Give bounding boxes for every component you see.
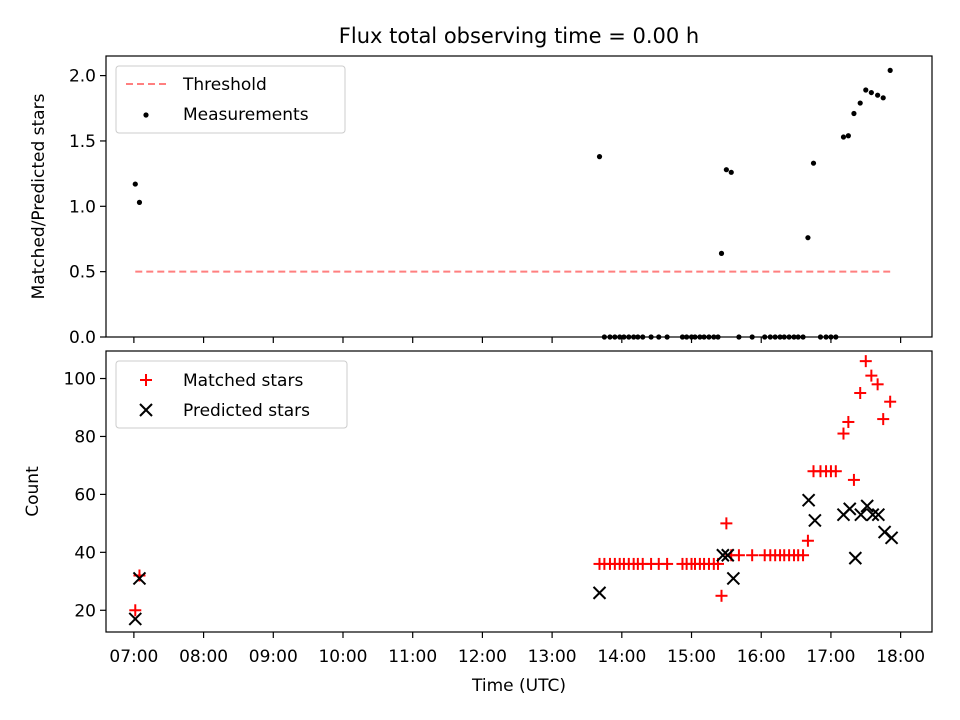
predicted-stars-layer (128, 493, 899, 626)
predicted-star-point (843, 502, 857, 516)
x-tick-label: 18:00 (876, 647, 925, 667)
predicted-star-point (808, 513, 822, 528)
bottom-y-tick-label: 60 (74, 485, 96, 505)
matched-star-point (871, 378, 884, 391)
x-tick-label: 09:00 (249, 647, 298, 667)
matched-star-point (865, 369, 878, 382)
top-chart-title: Flux total observing time = 0.00 h (339, 24, 699, 48)
matched-star-point (859, 355, 872, 368)
measurement-point (596, 154, 603, 160)
x-tick-label: 14:00 (597, 647, 646, 667)
x-tick-label: 15:00 (667, 647, 716, 667)
top-axes: Flux total observing time = 0.00 h 0.00.… (29, 24, 933, 348)
measurement-point (132, 181, 138, 187)
top-y-tick-label: 0.5 (69, 263, 96, 283)
top-y-tick-label: 1.5 (69, 132, 96, 152)
measurement-point (805, 235, 811, 241)
x-tick-label: 12:00 (458, 647, 507, 667)
predicted-star-point (128, 612, 142, 626)
top-axes-frame (105, 55, 933, 338)
predicted-star-point (132, 571, 147, 586)
top-legend: Threshold Measurements (115, 65, 346, 134)
matched-star-point (877, 413, 890, 426)
predicted-star-point (854, 507, 868, 522)
x-tick-label: 07:00 (109, 647, 158, 667)
matched-star-point (732, 549, 745, 562)
matched-star-point (801, 534, 814, 547)
matched-star-point (797, 549, 810, 562)
bottom-x-ticks: 07:00 08:00 09:00 10:00 11:00 12:00 13:00 14:00… (109, 632, 925, 667)
x-axis-label: Time (UTC) (471, 676, 566, 696)
bottom-y-axis-label: Count (23, 466, 43, 517)
matched-star-point (847, 473, 860, 486)
x-tick-label: 16:00 (737, 647, 786, 667)
top-x-ticks (133, 337, 902, 343)
predicted-star-point (866, 507, 880, 522)
measurement-point (857, 100, 863, 106)
x-tick-label: 17:00 (806, 647, 855, 667)
bottom-y-tick-label: 40 (74, 543, 96, 563)
matched-star-point (884, 395, 897, 408)
measurement-point (868, 89, 874, 96)
measurement-point (723, 167, 729, 173)
bottom-y-tick-label: 80 (74, 427, 96, 447)
x-tick-label: 11:00 (388, 647, 437, 667)
predicted-star-point (721, 548, 735, 562)
predicted-star-point (592, 586, 607, 600)
legend-predicted-swatch (139, 403, 153, 417)
bottom-axes-frame (105, 350, 933, 633)
legend-matched-label: Matched stars (183, 371, 303, 391)
measurement-point (863, 87, 869, 93)
predicted-star-point (726, 571, 741, 586)
measurement-point (887, 67, 893, 73)
measurement-point (880, 95, 886, 101)
top-y-tick-label: 1.0 (69, 197, 96, 217)
top-y-axis-label: Matched/Predicted stars (29, 93, 49, 299)
top-y-tick-label: 0.0 (69, 328, 96, 348)
matched-star-point (129, 604, 142, 617)
bottom-y-tick-label: 20 (74, 601, 96, 621)
x-tick-label: 10:00 (318, 647, 367, 667)
matched-star-point (715, 589, 728, 602)
predicted-star-point (871, 507, 886, 522)
measurement-point (810, 160, 817, 166)
measurement-point (728, 169, 734, 175)
legend-measurements-swatch (143, 112, 149, 118)
matched-star-point (842, 415, 855, 428)
top-y-ticks: 0.0 0.5 1.0 1.5 2.0 (69, 67, 106, 348)
bottom-y-tick-label: 100 (64, 370, 96, 390)
predicted-star-point (801, 493, 816, 507)
predicted-star-point (860, 499, 874, 513)
matched-star-point (720, 517, 733, 530)
predicted-star-point (884, 531, 899, 545)
matched-star-point (837, 427, 850, 440)
measurement-point (875, 92, 881, 98)
predicted-star-point (848, 551, 863, 565)
matched-star-point (829, 465, 842, 478)
matched-star-point (661, 557, 674, 570)
measurement-point (718, 250, 725, 256)
legend-predicted-label: Predicted stars (183, 401, 310, 421)
measurement-point (851, 110, 857, 117)
top-legend-box (115, 65, 346, 134)
measurement-point (136, 199, 143, 205)
top-y-tick-label: 2.0 (69, 67, 96, 87)
predicted-star-point (716, 548, 730, 562)
x-tick-label: 13:00 (528, 647, 577, 667)
legend-matched-swatch (140, 374, 152, 386)
measurement-point (840, 134, 847, 140)
measurement-point (845, 133, 851, 139)
bottom-legend-box (115, 360, 348, 429)
legend-threshold-label: Threshold (182, 75, 267, 95)
matched-stars-layer (129, 355, 897, 617)
bottom-y-ticks: 20 40 60 80 100 (64, 370, 106, 621)
bottom-legend: Matched stars Predicted stars (115, 360, 348, 429)
bottom-axes: 20 40 60 80 100 07:00 08:00 09:00 10:00 11:00 12:… (23, 350, 933, 696)
matched-star-point (854, 387, 867, 400)
x-tick-label: 08:00 (179, 647, 228, 667)
matched-star-point (746, 549, 759, 562)
legend-measurements-label: Measurements (183, 105, 309, 125)
